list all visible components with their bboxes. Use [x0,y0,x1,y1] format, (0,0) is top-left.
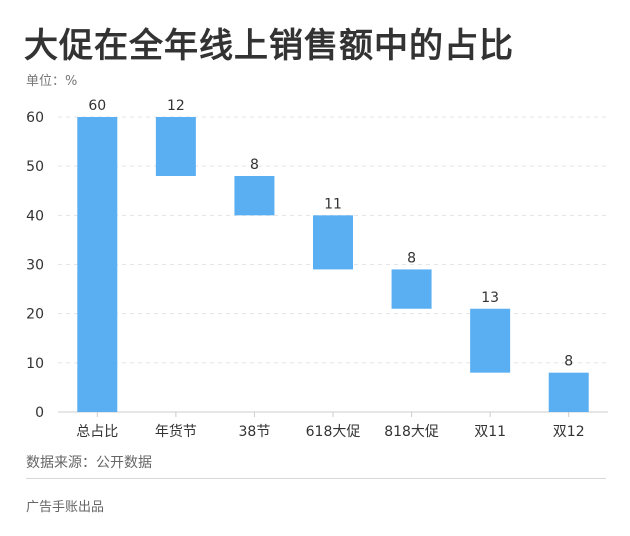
data-source: 数据来源：公开数据 [26,455,152,471]
bar-value-label: 8 [407,250,416,266]
x-tick-label: 818大促 [384,424,439,440]
footer-credit: 广告手账出品 [26,500,105,515]
bar [313,215,353,270]
y-tick-label: 0 [35,405,44,421]
y-tick-label: 60 [26,110,44,126]
x-tick-label: 总占比 [76,424,118,440]
y-tick-label: 20 [26,307,44,323]
unit-label: 单位：% [26,74,78,89]
bar-value-label: 12 [167,98,185,114]
y-tick-label: 10 [26,356,44,372]
x-tick-label: 38节 [239,424,271,440]
chart-title: 大促在全年线上销售额中的占比 [24,26,514,66]
bar-value-label: 13 [481,290,499,306]
bar-value-label: 8 [250,157,259,173]
bar [77,117,118,412]
bar [391,269,432,309]
x-tick-label: 双12 [553,424,585,440]
footer-divider [26,478,606,479]
y-tick-label: 30 [26,258,44,274]
bar-value-label: 60 [88,98,106,114]
waterfall-chart: 0 10 20 30 40 50 60 60 总占比 12 年货节 8 38节 11 618大促 8 818大促… [26,98,608,440]
y-tick-label: 40 [26,208,44,224]
bar [548,372,589,412]
bar [234,176,275,216]
bar-value-label: 11 [324,196,342,212]
y-tick-label: 50 [26,159,44,175]
bar [155,117,196,176]
x-tick-label: 双11 [474,424,506,440]
bar [470,308,511,373]
bar-value-label: 8 [564,354,573,370]
x-tick-label: 618大促 [306,424,361,440]
x-tick-label: 年货节 [155,423,197,440]
